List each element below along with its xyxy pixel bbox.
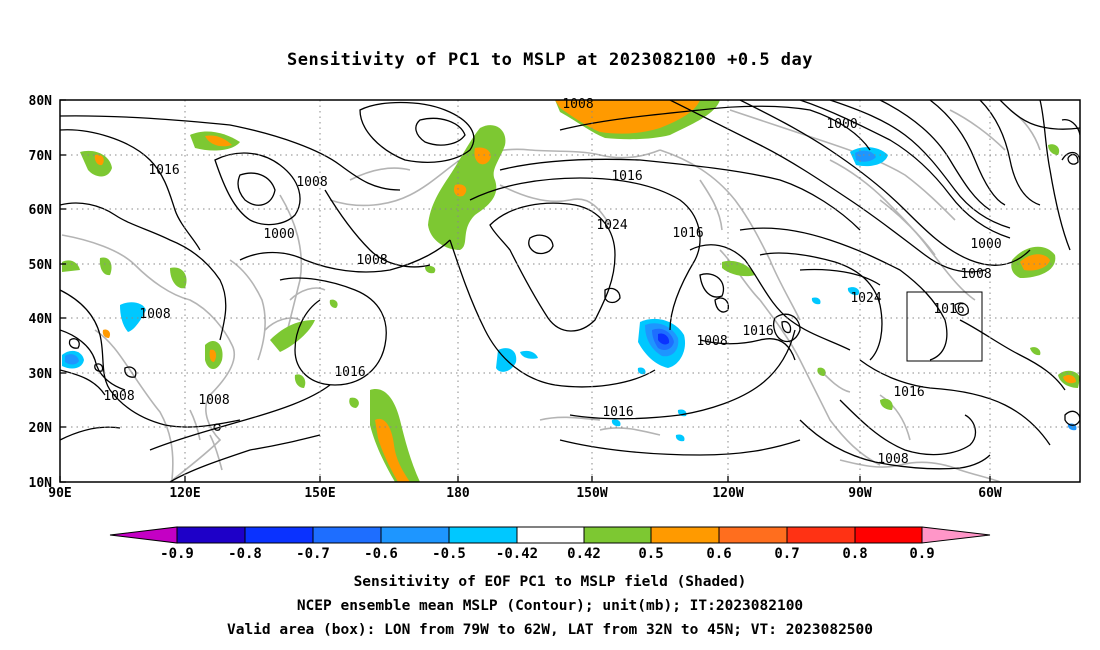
colorbar-label: 0.42 xyxy=(567,546,601,562)
contour-label: 1024 xyxy=(850,291,881,306)
contour-label: 1008 xyxy=(296,175,327,190)
colorbar-swatch xyxy=(516,526,585,544)
colorbar-swatch xyxy=(244,526,314,544)
contour-label: 1008 xyxy=(139,307,170,322)
colorbar-label: -0.6 xyxy=(364,546,398,562)
latitude-labels: 80N 70N 60N 50N 40N 30N 20N 10N xyxy=(29,94,53,491)
colorbar xyxy=(109,526,991,544)
contour-label: 1000 xyxy=(970,237,1001,252)
contour-label: 1016 xyxy=(611,169,642,184)
contour-label: 1008 xyxy=(960,267,991,282)
colorbar-label: -0.8 xyxy=(228,546,262,562)
contour-label: 1016 xyxy=(602,405,633,420)
colorbar-label: -0.5 xyxy=(432,546,466,562)
lon-label: 180 xyxy=(446,486,470,501)
lat-label: 20N xyxy=(29,421,53,436)
colorbar-label: 0.6 xyxy=(706,546,731,562)
map-area xyxy=(60,100,1080,482)
map-frame xyxy=(59,99,1081,483)
colorbar-label: 0.9 xyxy=(909,546,934,562)
lon-label: 150E xyxy=(304,486,335,501)
lat-label: 50N xyxy=(29,258,53,273)
colorbar-label: -0.42 xyxy=(496,546,538,562)
contour-label: 1008 xyxy=(103,389,134,404)
lat-label: 30N xyxy=(29,367,53,382)
colorbar-swatch xyxy=(650,526,720,544)
colorbar-label: 0.8 xyxy=(842,546,867,562)
lon-label: 120W xyxy=(712,486,743,501)
caption-shading: Sensitivity of EOF PC1 to MSLP field (Sh… xyxy=(353,574,747,590)
caption-valid-area: Valid area (box): LON from 79W to 62W, L… xyxy=(226,622,873,638)
lon-label: 120E xyxy=(169,486,200,501)
longitude-labels: 90E 120E 150E 180 150W 120W 90W 60W xyxy=(48,486,1002,501)
lon-label: 150W xyxy=(576,486,607,501)
lon-label: 90W xyxy=(848,486,872,501)
colorbar-label: -0.9 xyxy=(160,546,194,562)
colorbar-label: 0.7 xyxy=(774,546,799,562)
lat-label: 80N xyxy=(29,94,53,109)
lat-label: 60N xyxy=(29,203,53,218)
contour-label: 1016 xyxy=(148,163,179,178)
colorbar-swatch xyxy=(854,526,923,544)
contour-label: 1016 xyxy=(742,324,773,339)
contour-label: 1008 xyxy=(356,253,387,268)
lat-label: 10N xyxy=(29,476,53,491)
contour-labels: 1008 1016 1008 1000 1008 1008 1016 1024 … xyxy=(103,97,1001,467)
contour-label: 1016 xyxy=(672,226,703,241)
lat-label: 40N xyxy=(29,312,53,327)
contour-label: 1016 xyxy=(893,385,924,400)
contour-label: 1016 xyxy=(334,365,365,380)
colorbar-swatch xyxy=(583,526,652,544)
valid-area-box xyxy=(906,291,983,362)
contour-label: 1024 xyxy=(596,218,627,233)
colorbar-label: 0.5 xyxy=(638,546,663,562)
lat-label: 70N xyxy=(29,149,53,164)
latitude-axis xyxy=(60,99,66,483)
colorbar-swatch xyxy=(786,526,856,544)
longitude-axis xyxy=(59,476,991,482)
contour-label: 1008 xyxy=(696,334,727,349)
colorbar-swatch xyxy=(448,526,518,544)
colorbar-swatch xyxy=(380,526,450,544)
contour-label: 1000 xyxy=(263,227,294,242)
colorbar-labels: -0.9 -0.8 -0.7 -0.6 -0.5 -0.42 0.42 0.5 … xyxy=(160,546,935,562)
colorbar-swatch xyxy=(718,526,788,544)
colorbar-swatch xyxy=(109,526,178,544)
colorbar-swatch xyxy=(312,526,382,544)
colorbar-swatch xyxy=(921,526,991,544)
colorbar-label: -0.7 xyxy=(296,546,330,562)
lon-label: 60W xyxy=(978,486,1002,501)
colorbar-swatch xyxy=(176,526,246,544)
contour-label: 1016 xyxy=(933,302,964,317)
contour-label: 1000 xyxy=(826,117,857,132)
chart-title: Sensitivity of PC1 to MSLP at 2023082100… xyxy=(286,50,813,70)
caption-contour: NCEP ensemble mean MSLP (Contour); unit(… xyxy=(296,598,804,614)
contour-label: 1008 xyxy=(877,452,908,467)
lon-label: 90E xyxy=(48,486,71,501)
contour-label: 1008 xyxy=(198,393,229,408)
